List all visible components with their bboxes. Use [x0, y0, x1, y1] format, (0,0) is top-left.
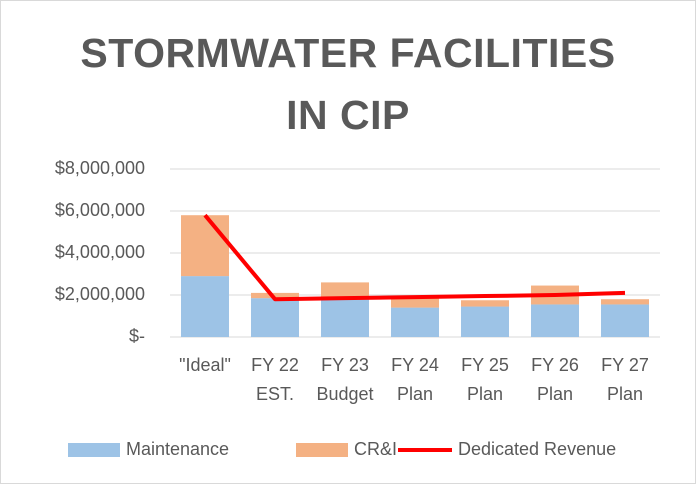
bar-segment [531, 304, 579, 337]
y-tick-label: $2,000,000 [55, 284, 145, 304]
bar-segment [181, 215, 229, 277]
bar-segment [391, 307, 439, 337]
x-tick-label: FY 26 [531, 355, 579, 375]
bar-segment [461, 300, 509, 307]
x-tick-label: FY 27 [601, 355, 649, 375]
y-tick-label: $8,000,000 [55, 158, 145, 178]
legend-label: Maintenance [126, 439, 229, 459]
bar-segment [601, 299, 649, 305]
y-tick-label: $4,000,000 [55, 242, 145, 262]
x-tick-label: Plan [397, 384, 433, 404]
legend-label: Dedicated Revenue [458, 439, 616, 459]
x-tick-label: Budget [316, 384, 373, 404]
bar-segment [391, 296, 439, 308]
bar-segment [251, 292, 299, 299]
bar-segment [251, 298, 299, 337]
y-tick-label: $6,000,000 [55, 200, 145, 220]
chart-title: STORMWATER FACILITIES IN CIP [80, 30, 616, 138]
x-tick-label: EST. [256, 384, 294, 404]
bar-segment [461, 306, 509, 337]
x-tick-label: "Ideal" [179, 355, 231, 375]
x-tick-label: Plan [607, 384, 643, 404]
legend-swatch [68, 443, 120, 457]
y-tick-label: $- [129, 326, 145, 346]
x-tick-label: FY 23 [321, 355, 369, 375]
legend-label: CR&I [354, 439, 397, 459]
x-tick-label: FY 25 [461, 355, 509, 375]
x-tick-label: FY 22 [251, 355, 299, 375]
legend-swatch [296, 443, 348, 457]
bar-segment [181, 276, 229, 337]
revenue-line [203, 213, 626, 302]
bar-segment [321, 298, 369, 337]
bar-segment [601, 304, 649, 337]
x-tick-label: Plan [467, 384, 503, 404]
x-tick-label: Plan [537, 384, 573, 404]
bar-segment [321, 282, 369, 299]
x-tick-label: FY 24 [391, 355, 439, 375]
